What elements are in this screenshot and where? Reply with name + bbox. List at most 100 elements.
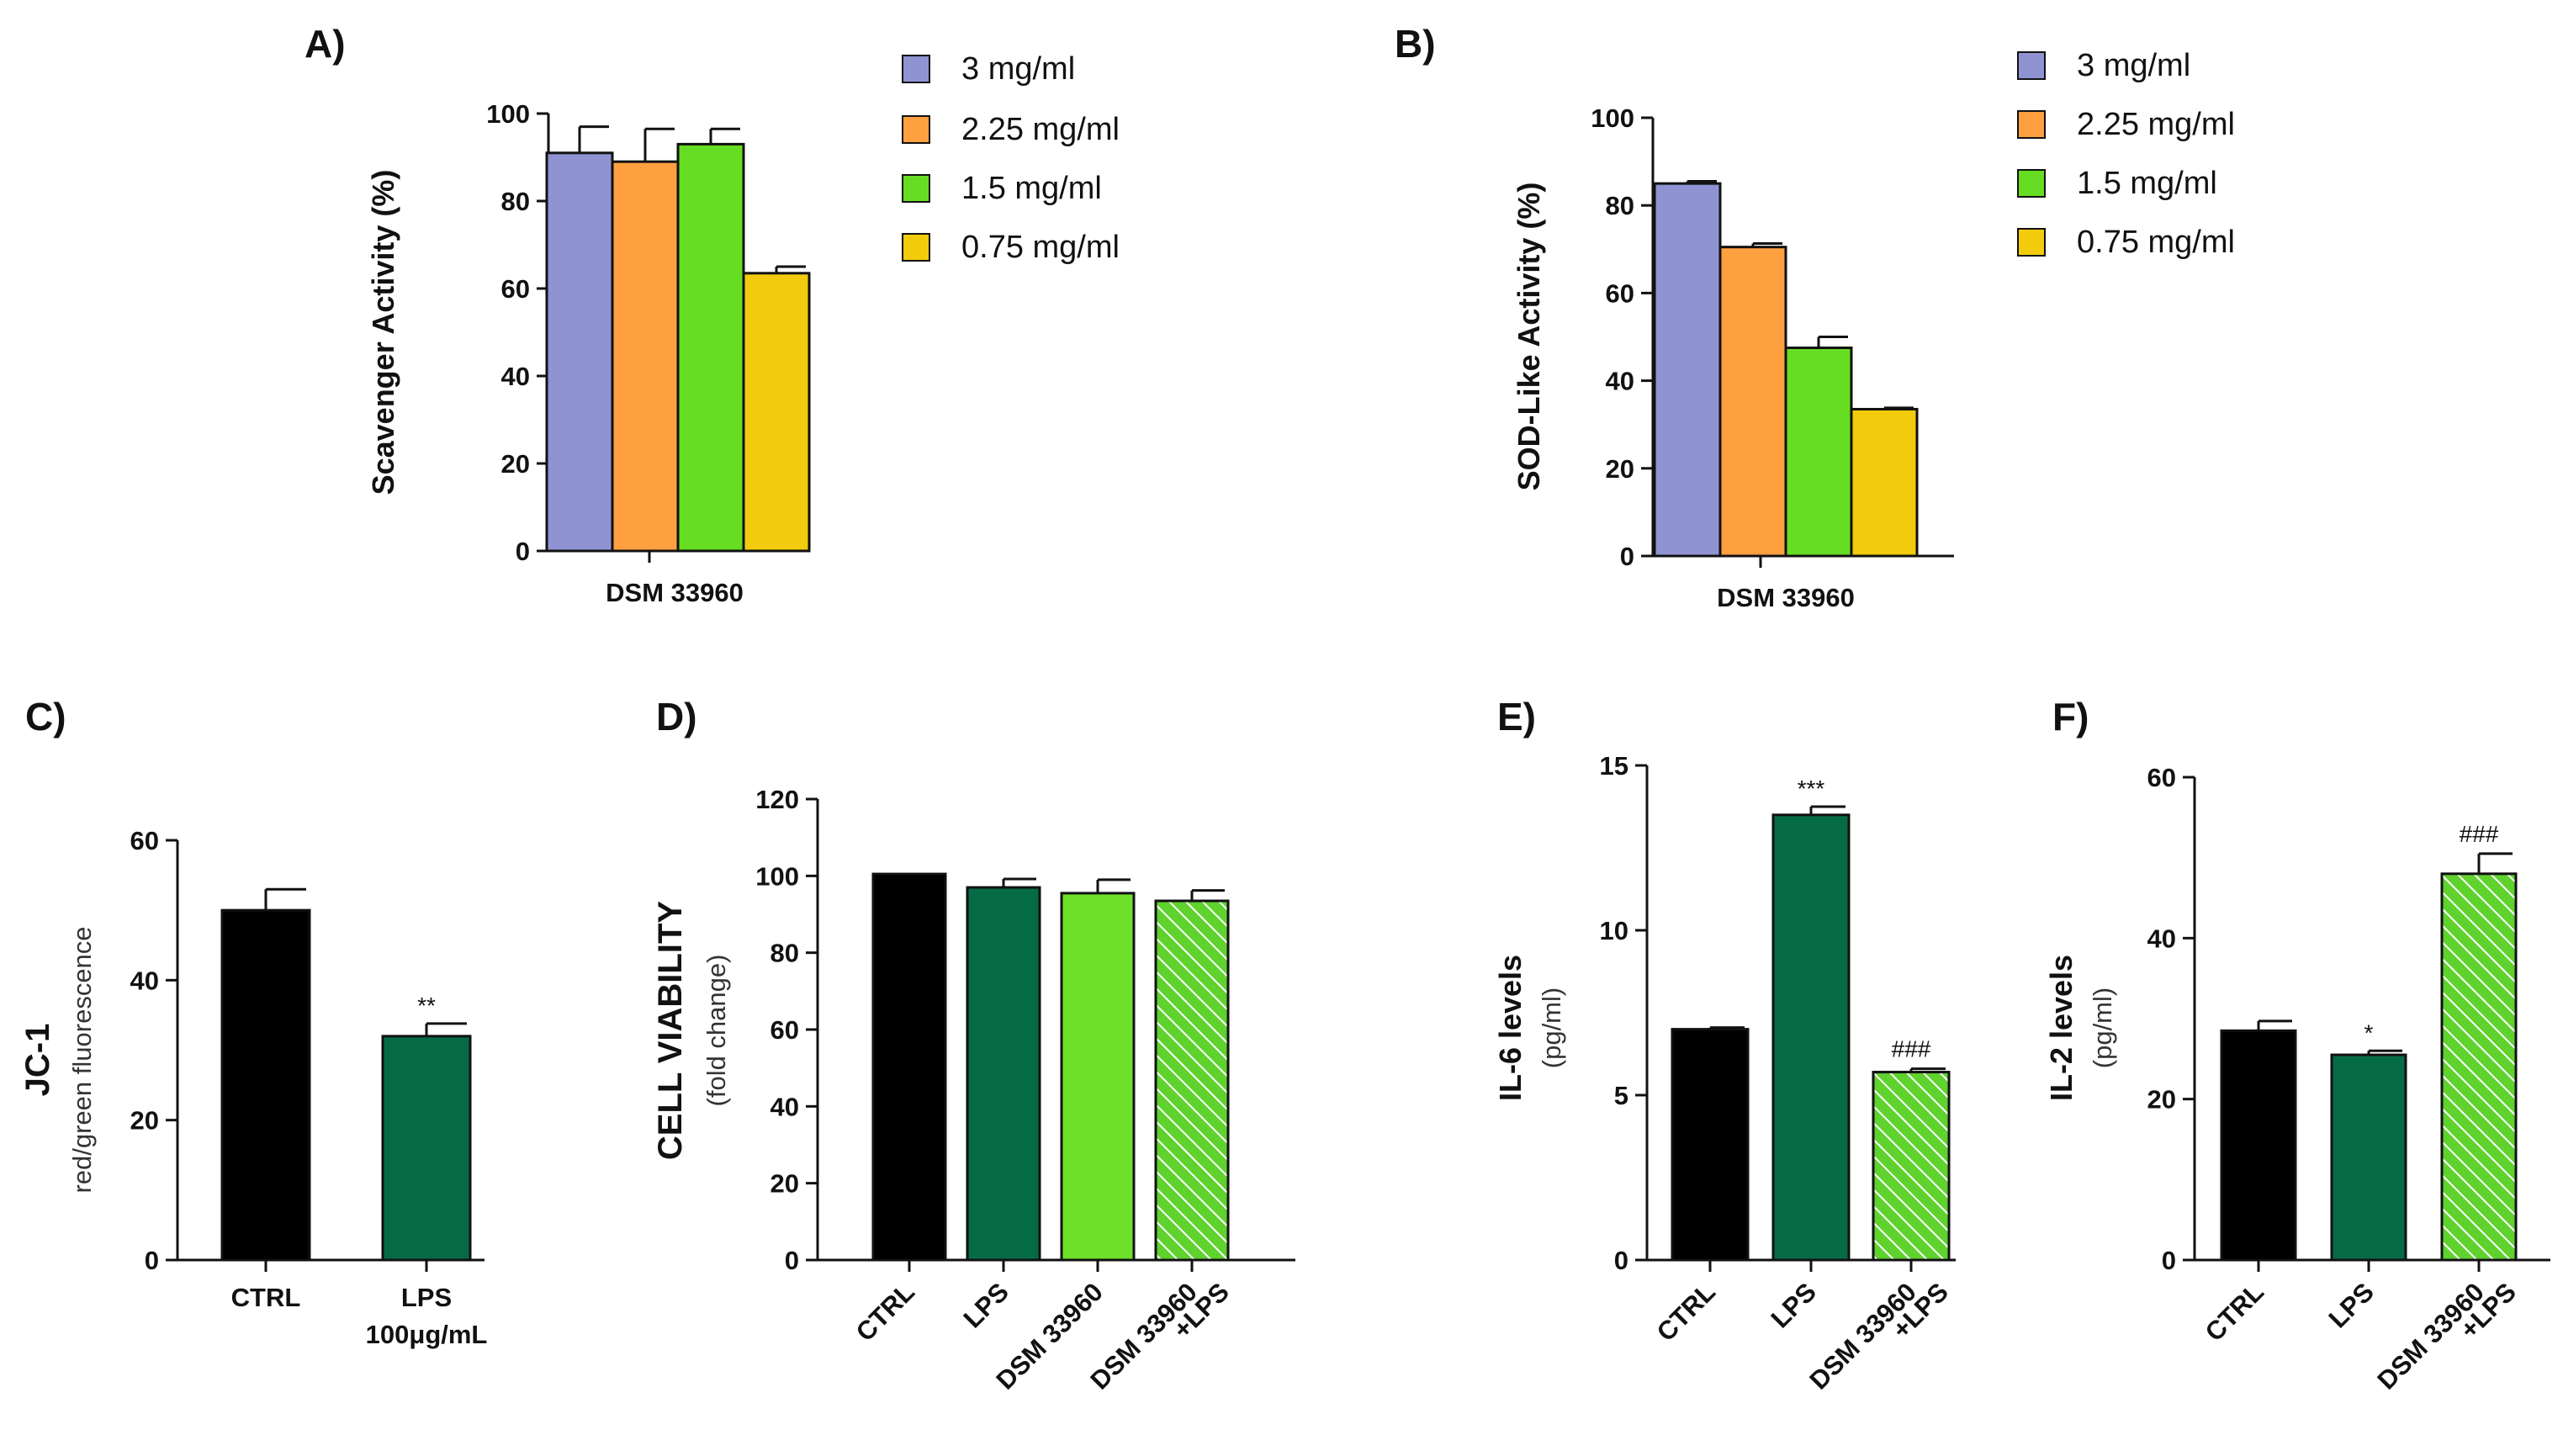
bar-lps: [966, 886, 1041, 1262]
y-tick-label: 0: [2162, 1246, 2176, 1275]
panel-letter: F): [2052, 695, 2089, 739]
y-axis-label: SOD-Like Activity (%): [1512, 183, 1546, 491]
y-tick-label: 20: [2147, 1085, 2176, 1115]
legend-swatch: [902, 55, 930, 83]
legend-swatch: [2017, 51, 2046, 80]
x-category-label: CTRL: [1651, 1277, 1721, 1347]
y-tick-label: 0: [516, 537, 530, 566]
y-tick-label: 60: [2147, 763, 2176, 792]
bar-3-mg-ml: [1653, 182, 1722, 558]
y-axis-sublabel: red/green fluorescence: [67, 926, 97, 1193]
legend-label: 1.5 mg/ml: [961, 171, 1102, 206]
panel-letter: E): [1497, 695, 1536, 739]
panel-letter: C): [25, 695, 66, 739]
y-tick-label: 10: [1600, 916, 1628, 945]
y-axis-label: Scavenger Activity (%): [366, 170, 400, 495]
y-tick-label: 0: [1614, 1246, 1628, 1275]
legend-label: 2.25 mg/ml: [2077, 107, 2235, 142]
y-tick-label: 40: [2147, 924, 2176, 953]
y-tick-label: 60: [130, 826, 159, 855]
y-tick-label: 5: [1614, 1081, 1628, 1110]
y-tick-label: 120: [755, 785, 799, 814]
y-tick-label: 40: [1606, 367, 1634, 396]
y-tick-label: 100: [1591, 103, 1634, 133]
x-category-label: LPS: [2323, 1277, 2380, 1333]
x-category-label: CTRL: [2200, 1277, 2269, 1347]
legend-swatch: [902, 115, 930, 144]
legend-swatch: [902, 174, 930, 203]
y-axis-label: JC-1: [19, 1024, 56, 1097]
bar-dsm-33960: [1060, 892, 1136, 1262]
x-category-label: DSM 33960: [1717, 583, 1855, 612]
y-axis-sublabel: (pg/ml): [2088, 987, 2117, 1068]
bar-ctrl: [1671, 1028, 1750, 1262]
legend-label: 3 mg/ml: [2077, 48, 2190, 83]
legend-swatch: [2017, 110, 2046, 139]
x-category-label: LPS: [401, 1283, 452, 1312]
y-axis-sublabel: (fold change): [702, 955, 731, 1107]
y-tick-label: 100: [486, 99, 530, 129]
panel-b-sod-chart: B) 0 20 40 60 80 100 SOD-Like Activity (%) DSM 3…: [1395, 22, 2235, 612]
bar-ctrl: [220, 908, 311, 1262]
bar-dsm-33960: [1154, 899, 1230, 1262]
panel-letter: A): [304, 22, 346, 66]
significance-annotation: ###: [2460, 821, 2499, 847]
y-tick-label: 20: [1606, 454, 1634, 484]
bar-1-5-mg-ml: [676, 142, 745, 553]
y-axis-sublabel: (pg/ml): [1537, 987, 1566, 1068]
legend-label: 1.5 mg/ml: [2077, 166, 2217, 201]
legend-swatch: [902, 233, 930, 262]
y-axis-label: IL-6 levels: [1493, 955, 1528, 1101]
y-tick-label: 100: [755, 861, 799, 891]
x-category-sublabel: 100μg/mL: [366, 1320, 488, 1349]
significance-annotation: ***: [1798, 776, 1825, 802]
y-tick-label: 15: [1600, 751, 1628, 781]
y-tick-label: 20: [501, 449, 530, 479]
bar-lps: [2330, 1053, 2407, 1262]
y-axis-label: CELL VIABILITY: [652, 901, 689, 1160]
y-tick-label: 60: [770, 1015, 799, 1045]
y-tick-label: 40: [501, 362, 530, 391]
x-category-label: LPS: [1766, 1277, 1822, 1333]
y-tick-label: 40: [770, 1092, 799, 1121]
legend-swatch: [2017, 228, 2046, 257]
bar-dsm-33960: [2440, 872, 2518, 1262]
legend-label: 0.75 mg/ml: [2077, 225, 2235, 260]
bar-1-5-mg-ml: [1784, 347, 1853, 558]
y-tick-label: 60: [1606, 278, 1634, 308]
y-tick-label: 20: [130, 1106, 159, 1136]
significance-annotation: ###: [1892, 1036, 1931, 1062]
panel-letter: B): [1395, 22, 1436, 66]
y-tick-label: 60: [501, 274, 530, 304]
legend-swatch: [2017, 169, 2046, 198]
significance-annotation: **: [417, 993, 436, 1019]
bar-0-75-mg-ml: [1850, 407, 1919, 558]
bar-ctrl: [871, 872, 947, 1262]
y-tick-label: 40: [130, 966, 159, 995]
x-category-label: CTRL: [231, 1283, 301, 1312]
bar-ctrl: [2220, 1029, 2297, 1262]
bar-lps: [1771, 813, 1851, 1262]
y-axis-label: IL-2 levels: [2044, 955, 2078, 1101]
panel-a-scavenger-chart: A) 0 20 40 60 80 100 Scavenger Activity (%) DSM …: [304, 22, 1120, 607]
panel-letter: D): [656, 695, 697, 739]
bar-0-75-mg-ml: [742, 272, 811, 553]
x-category-label: LPS: [958, 1277, 1014, 1333]
y-tick-label: 0: [785, 1246, 799, 1275]
legend-label: 0.75 mg/ml: [961, 230, 1120, 265]
bar-dsm-33960: [1872, 1071, 1951, 1262]
bar-2-25-mg-ml: [611, 160, 680, 553]
significance-annotation: *: [2364, 1019, 2374, 1046]
legend-label: 2.25 mg/ml: [961, 112, 1120, 147]
legend-label: 3 mg/ml: [961, 51, 1075, 87]
panel-d-cell-viability-chart: D) 0 20 40 60 80 100 120 CELL VIABILITY (fold cha…: [652, 695, 1295, 1395]
panel-c-jc1-chart: C) 0 20 40 60 JC-1 red/green fluorescence CTRL *…: [19, 695, 487, 1349]
x-category-label: CTRL: [850, 1277, 920, 1347]
y-tick-label: 80: [770, 939, 799, 968]
y-tick-label: 0: [1620, 542, 1634, 571]
x-category-label: DSM 33960: [606, 578, 744, 607]
y-tick-label: 20: [770, 1169, 799, 1199]
bar-3-mg-ml: [545, 151, 614, 553]
